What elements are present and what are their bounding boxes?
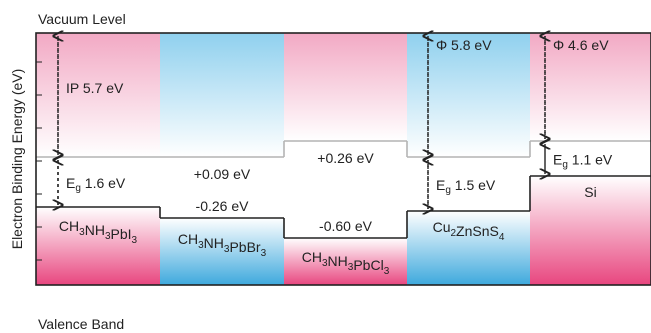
vacuum-level-label: Vacuum Level <box>38 11 126 27</box>
material-column <box>406 33 530 285</box>
diagram-annotations: CH3NH3PbI3 CH3NH3PbBr3 CH3NH3PbCl3 Cu2ZnSnS… <box>58 36 613 277</box>
material-name: CH3NH3PbCl3 <box>302 249 390 277</box>
material-columns <box>36 33 651 285</box>
band-gap-label: Eg 1.1 eV <box>553 152 613 171</box>
material-column <box>283 33 407 285</box>
valence-region <box>530 176 651 285</box>
conduction-region <box>36 33 160 157</box>
plot-frame <box>35 32 651 286</box>
band-gap-label: Eg 1.6 eV <box>66 175 126 194</box>
ionization-potential-label: Φ 5.8 eV <box>436 37 492 53</box>
material-name: CH3NH3PbI3 <box>59 218 138 246</box>
material-column <box>159 33 284 285</box>
valence-region <box>407 211 530 285</box>
conduction-offset-label: +0.26 eV <box>317 150 374 166</box>
conduction-offset-label: +0.09 eV <box>194 166 251 182</box>
y-axis-label: Electron Binding Energy (eV) <box>9 69 25 250</box>
material-name: Si <box>584 184 596 200</box>
ionization-potential-label: IP 5.7 eV <box>66 80 124 96</box>
y-axis-ticks <box>36 61 42 261</box>
valence-band-label: Valence Band <box>38 316 124 332</box>
valence-region <box>160 218 284 285</box>
band-gap-label: Eg 1.5 eV <box>436 177 496 196</box>
valence-offset-label: -0.60 eV <box>319 218 373 234</box>
conduction-region <box>160 33 284 157</box>
valence-region <box>36 207 160 285</box>
material-column <box>36 33 160 285</box>
material-column <box>529 33 651 285</box>
valence-region <box>284 238 407 285</box>
ionization-potential-label: Φ 4.6 eV <box>553 37 609 53</box>
conduction-region <box>284 33 407 141</box>
conduction-region <box>530 33 651 141</box>
material-name: CH3NH3PbBr3 <box>178 231 267 259</box>
material-name: Cu2ZnSnS4 <box>433 219 505 243</box>
valence-offset-label: -0.26 eV <box>196 198 250 214</box>
